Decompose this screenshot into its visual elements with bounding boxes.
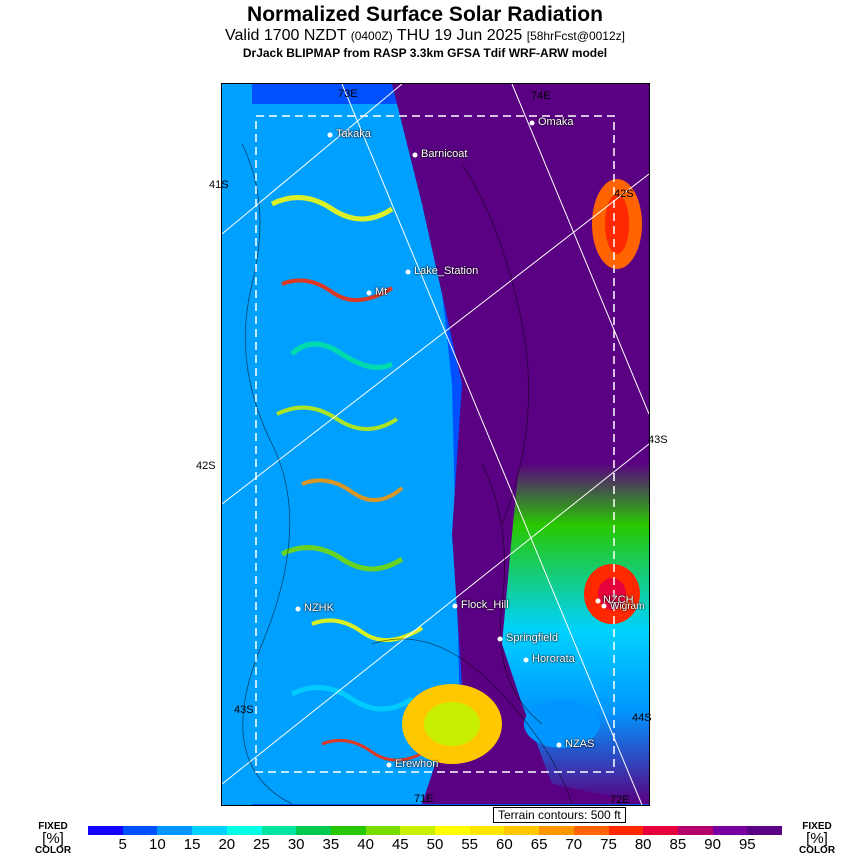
color-swatch (469, 826, 505, 835)
town-label-erewhon: Erewhon (395, 758, 439, 770)
town-label-wigram: Wigram (610, 601, 645, 612)
legend-label-right: FIXED [%] COLOR (798, 821, 836, 856)
town-label-springfield: Springfield (506, 632, 558, 644)
scale-tick-label: 25 (253, 836, 270, 853)
valid-prefix: Valid 1700 NZDT (225, 27, 347, 44)
scale-tick-label: 55 (461, 836, 479, 853)
color-swatch (122, 826, 158, 835)
mountain-texture (270, 195, 433, 762)
town-label-nzas: NZAS (565, 738, 595, 750)
scale-tick-label: 80 (634, 836, 652, 853)
scale-tick-label: 35 (322, 836, 340, 853)
town-label-mt: Mt (375, 286, 388, 298)
model-description: DrJack BLIPMAP from RASP 3.3km GFSA Tdif… (242, 46, 608, 60)
terrain-contours (241, 143, 573, 805)
map-canvas (222, 84, 649, 805)
valid-time: Valid 1700 NZDT (0400Z) THU 19 Jun 2025 … (0, 27, 850, 45)
color-swatch (677, 826, 713, 835)
lon-label-73e: 73E (338, 88, 358, 100)
lat-label-43s-west: 43S (234, 704, 254, 716)
town-markers (295, 120, 607, 768)
color-scale-ticks: 5 10 15 20 25 30 35 40 45 50 55 60 65 70 75 80 85 90 95 (88, 836, 782, 856)
lat-label-44s: 44S (632, 712, 652, 724)
scale-tick-label: 15 (183, 836, 201, 853)
lat-label-41s: 41S (209, 179, 229, 191)
color-swatch (608, 826, 644, 835)
graticule (222, 84, 649, 805)
west-coast-strip (222, 84, 252, 805)
color-swatch (712, 826, 748, 835)
utc-time: (0400Z) (350, 29, 393, 43)
town-label-takaka: Takaka (336, 128, 371, 140)
scale-tick-label: 85 (669, 836, 687, 853)
town-label-hororata: Hororata (532, 653, 575, 665)
scale-tick-label: 75 (600, 836, 617, 853)
lat-label-42s-east: 42S (614, 188, 634, 200)
color-swatch (192, 826, 227, 835)
scale-tick-label: 10 (149, 836, 166, 853)
town-label-lake-station: Lake_Station (414, 265, 479, 277)
terrain-contour-note: Terrain contours: 500 ft (493, 807, 626, 823)
color-swatch (365, 826, 401, 835)
color-swatch (435, 826, 470, 835)
lon-label-71e: 71E (414, 793, 434, 805)
forecast-run: [58hrFcst@0012z] (526, 29, 625, 43)
canterbury-plains (502, 184, 649, 804)
color-swatch (226, 826, 262, 835)
color-swatch (539, 826, 574, 835)
color-swatch (643, 826, 678, 835)
scale-tick-label: 95 (738, 836, 756, 853)
scale-tick-label: 90 (704, 836, 721, 853)
color-swatch (88, 826, 123, 835)
town-label-barnicoat: Barnicoat (421, 148, 468, 160)
scale-tick-label: 20 (218, 836, 236, 853)
scale-tick-label: 40 (357, 836, 374, 853)
color-swatch (157, 826, 193, 835)
color-swatch (504, 826, 540, 835)
color-swatch (330, 826, 366, 835)
color-swatch (296, 826, 331, 835)
scale-tick-label: 45 (391, 836, 409, 853)
lat-label-43s-east: 43S (648, 434, 668, 446)
color-swatch (747, 826, 783, 835)
scale-tick-label: 50 (426, 836, 444, 853)
scale-tick-label: 5 (118, 836, 127, 853)
town-label-omaka: Omaka (538, 116, 574, 128)
chart-title: Normalized Surface Solar Radiation (247, 3, 603, 26)
scale-tick-label: 30 (287, 836, 305, 853)
color-swatch (573, 826, 609, 835)
scale-tick-label: 70 (565, 836, 583, 853)
scale-tick-label: 60 (496, 836, 513, 853)
lon-label-74e: 74E (531, 90, 551, 102)
legend-label-left: FIXED [%] COLOR (34, 821, 72, 856)
color-swatch (400, 826, 436, 835)
lat-label-42s-west: 42S (196, 460, 216, 472)
color-swatch (261, 826, 297, 835)
scale-tick-label: 65 (530, 836, 548, 853)
solar-radiation-map: Takaka Barnicoat Omaka Lake_Station Mt N… (221, 83, 650, 806)
town-label-nzhk: NZHK (304, 602, 334, 614)
color-scale-bar (88, 826, 783, 835)
town-label-flock-hill: Flock_Hill (461, 599, 509, 611)
lon-label-72e: 72E (610, 794, 630, 806)
town-label-nzch: NZCH (603, 594, 634, 606)
forecast-date: THU 19 Jun 2025 (396, 27, 523, 44)
